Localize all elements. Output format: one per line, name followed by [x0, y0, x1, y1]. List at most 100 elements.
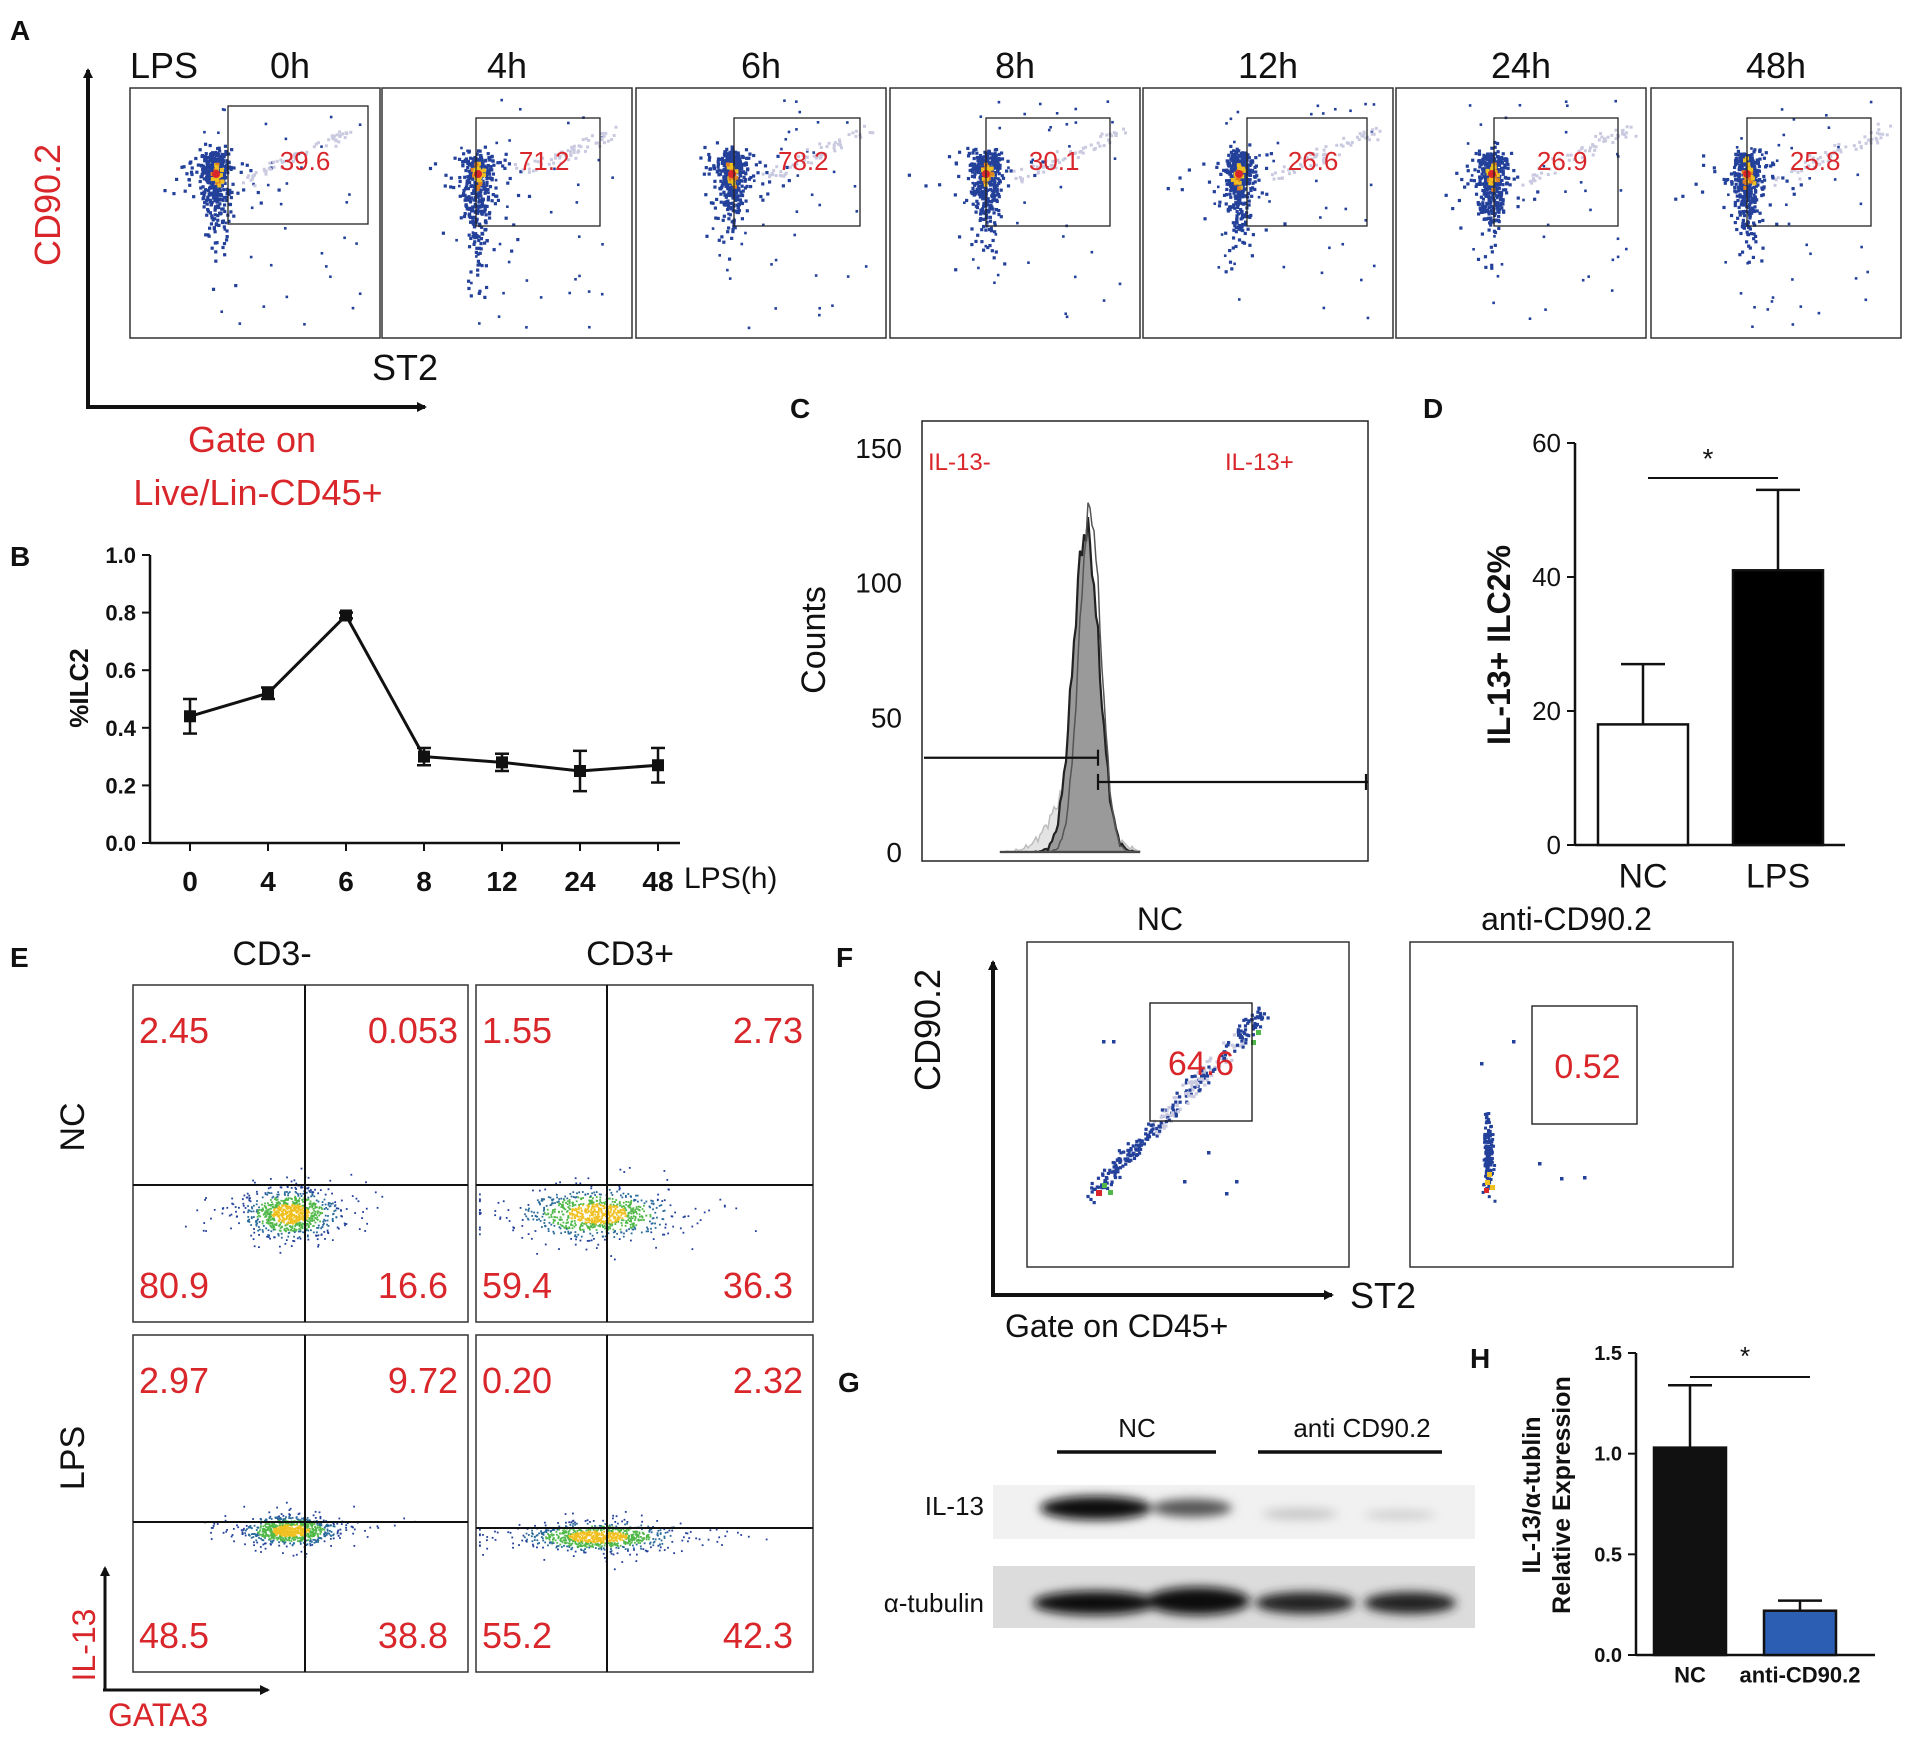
panel-a-event-dot	[721, 169, 725, 173]
panel-a-event-dot	[730, 152, 734, 157]
panel-a-event-dot	[485, 204, 489, 209]
panel-a-event-dot	[1507, 176, 1511, 180]
panel-a-event-dot	[471, 234, 475, 238]
panel-a-event-dot	[1747, 205, 1751, 210]
panel-a-event-dot	[741, 170, 746, 174]
panel-a-event-dot	[766, 192, 770, 196]
panel-a-event-dot	[1502, 166, 1506, 170]
panel-e-event-dot	[290, 1186, 293, 1189]
panel-e-event-dot	[284, 1210, 287, 1212]
panel-a-event-dot	[831, 304, 834, 308]
panel-a-event-dot	[1754, 190, 1758, 194]
panel-a-event-dot	[213, 213, 217, 217]
panel-e-event-dot	[277, 1214, 280, 1217]
panel-e-event-dot	[617, 1220, 620, 1223]
panel-a-event-dot	[225, 192, 229, 196]
panel-d-bar	[1596, 723, 1690, 847]
panel-e-event-dot	[296, 1210, 298, 1213]
panel-a-event-dot	[992, 256, 996, 260]
panel-a-event-dot	[1239, 228, 1243, 232]
panel-e-event-dot	[341, 1215, 343, 1218]
panel-a-event-dot	[1751, 159, 1755, 163]
panel-a-event-dot	[433, 162, 438, 166]
panel-e-event-dot	[277, 1215, 280, 1218]
panel-a-event-dot	[1753, 195, 1757, 199]
panel-a-event-dot	[1752, 221, 1756, 225]
panel-a-event-dot	[1320, 271, 1324, 275]
panel-a-event-dot	[210, 184, 215, 188]
panel-a-event-dot	[1339, 143, 1343, 147]
panel-a-event-dot	[1741, 160, 1745, 165]
panel-a-event-dot	[1485, 168, 1490, 173]
panel-a-event-dot	[206, 165, 211, 170]
panel-a-event-dot	[351, 306, 355, 310]
panel-a-event-dot	[1481, 161, 1485, 165]
panel-a-event-dot	[1804, 166, 1808, 170]
panel-e-event-dot	[330, 1203, 333, 1205]
panel-a-event-dot	[1228, 208, 1232, 212]
panel-e-event-dot	[278, 1206, 281, 1209]
panel-a-event-dot	[728, 159, 732, 163]
panel-a-event-dot	[1231, 246, 1235, 250]
panel-a-event-dot	[467, 169, 471, 173]
panel-a-event-dot	[518, 107, 522, 111]
panel-a-gate-value: 71.2	[519, 146, 570, 176]
panel-e-event-dot	[282, 1202, 285, 1205]
panel-a-event-dot	[992, 184, 996, 188]
panel-a-event-dot	[1251, 160, 1255, 164]
panel-e-event-dot	[261, 1222, 264, 1225]
panel-e-event-dot	[305, 1209, 308, 1212]
panel-a-event-dot	[1837, 145, 1840, 149]
panel-a-event-dot	[1750, 176, 1755, 181]
panel-a-event-dot	[231, 182, 235, 186]
panel-e-event-dot	[317, 1234, 320, 1237]
panel-e-event-dot	[317, 1243, 320, 1246]
panel-a-event-dot	[1702, 154, 1706, 158]
panel-a-event-dot	[1487, 228, 1491, 232]
panel-a-event-dot	[480, 225, 484, 229]
panel-e-event-dot	[323, 1222, 325, 1225]
panel-a-event-dot	[1254, 156, 1258, 160]
panel-a-event-dot	[355, 242, 358, 245]
panel-a-event-dot	[743, 163, 747, 167]
panel-a-event-dot	[840, 146, 844, 150]
panel-a-event-dot	[218, 193, 222, 197]
panel-a-event-dot	[1866, 270, 1869, 274]
panel-a-event-dot	[795, 100, 798, 103]
panel-a-event-dot	[203, 142, 208, 146]
panel-e-event-dot	[296, 1223, 299, 1226]
panel-e-row-header-lps: LPS	[54, 1426, 92, 1490]
panel-a-event-dot	[1623, 133, 1627, 137]
panel-a-event-dot	[715, 141, 720, 145]
panel-a-event-dot	[1833, 143, 1837, 147]
panel-a-event-dot	[330, 134, 334, 138]
panel-a-event-dot	[708, 155, 712, 160]
panel-a-time-label: 8h	[995, 45, 1035, 86]
panel-a-event-dot	[213, 230, 217, 234]
panel-a-event-dot	[1358, 132, 1362, 136]
panel-a-event-dot	[475, 246, 479, 250]
panel-a-event-dot	[1538, 176, 1542, 180]
panel-e-event-dot	[221, 1207, 224, 1210]
panel-e-event-dot	[256, 1193, 259, 1195]
panel-a-event-dot	[1546, 223, 1550, 227]
panel-a-event-dot	[224, 238, 229, 242]
panel-a-event-dot	[1242, 162, 1246, 166]
panel-a-event-dot	[471, 157, 475, 161]
panel-a-event-dot	[994, 250, 998, 254]
panel-a-event-dot	[208, 200, 212, 204]
panel-e-event-dot	[313, 1195, 316, 1198]
panel-a-event-dot	[1219, 172, 1223, 176]
panel-e-event-dot	[238, 1206, 240, 1209]
panel-e-event-dot	[600, 1211, 603, 1214]
panel-e-event-dot	[247, 1216, 250, 1218]
panel-a-event-dot	[728, 213, 732, 217]
panel-e-event-dot	[270, 1201, 273, 1204]
panel-e-event-dot	[289, 1212, 292, 1215]
panel-e-event-dot	[267, 1191, 269, 1194]
panel-a-event-dot	[217, 160, 220, 164]
panel-b-y-tick-label: 0.0	[105, 831, 136, 856]
panel-a-event-dot	[516, 193, 521, 198]
panel-a-event-dot	[1505, 158, 1509, 162]
panel-a-event-dot	[1106, 138, 1110, 142]
